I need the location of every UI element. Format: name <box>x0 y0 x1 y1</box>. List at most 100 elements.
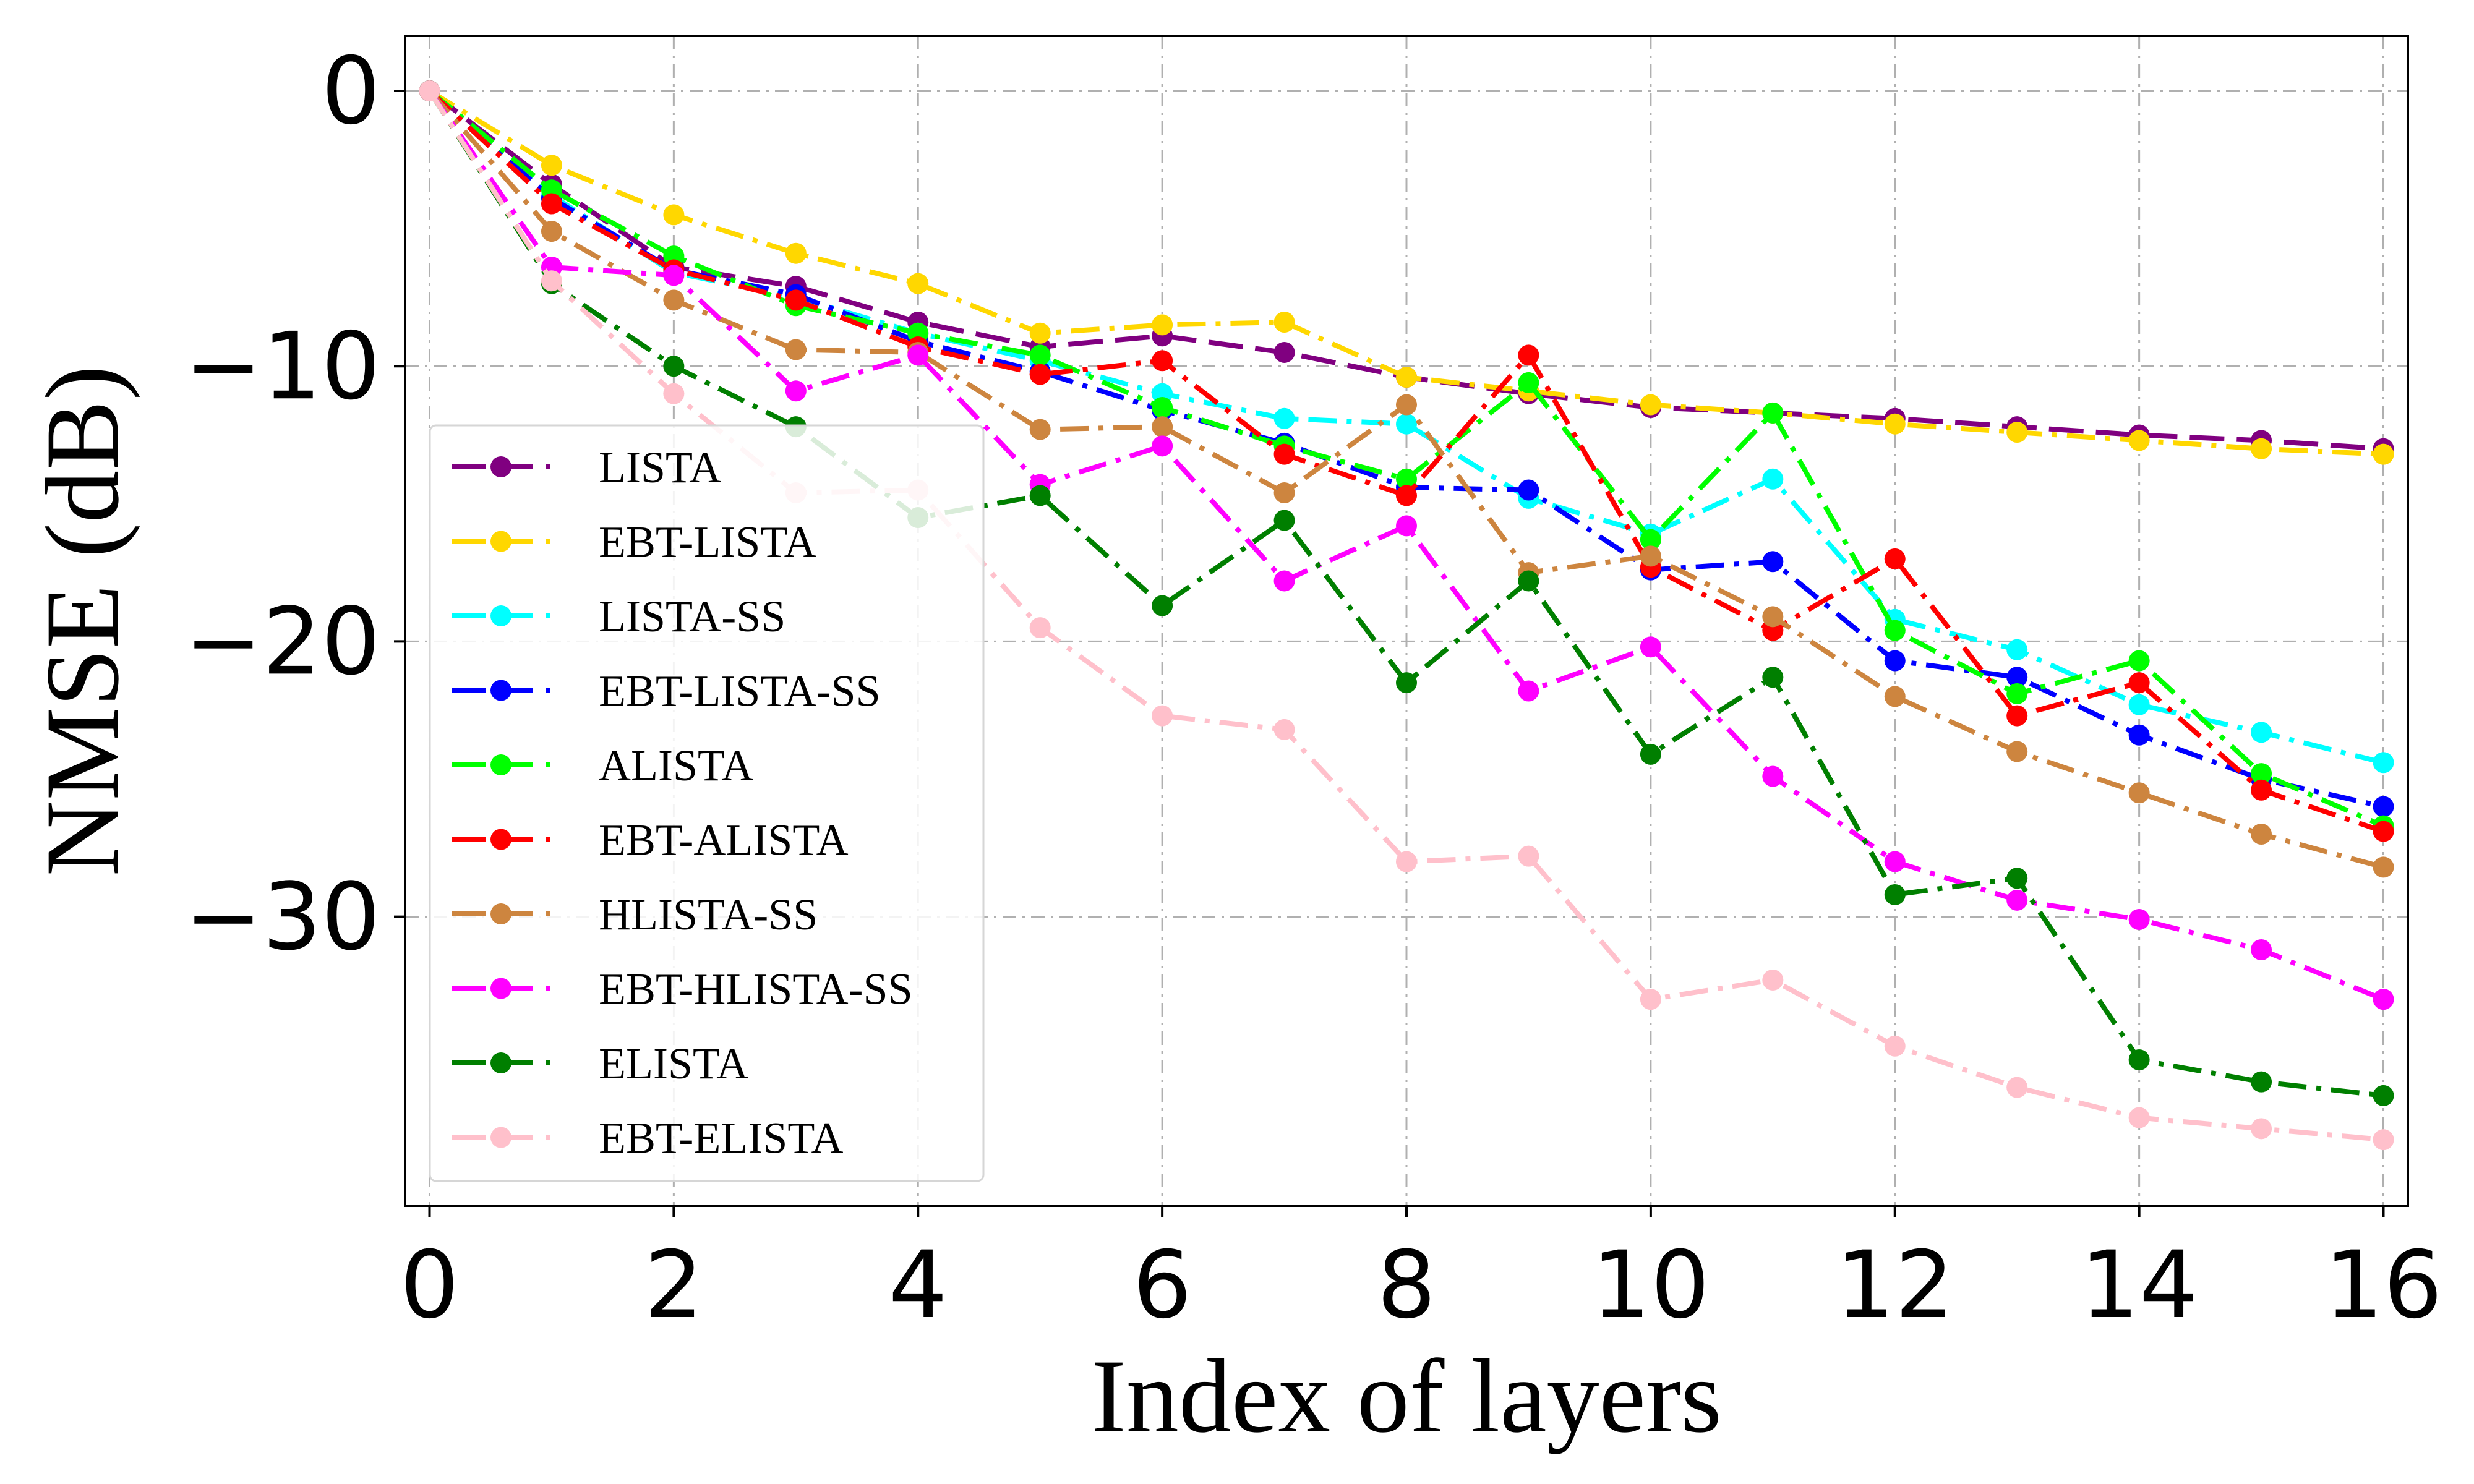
data-point <box>1396 468 1417 490</box>
data-point <box>1640 989 1661 1010</box>
data-point <box>1029 322 1051 344</box>
data-point <box>2006 705 2028 727</box>
data-point <box>1152 396 1173 418</box>
data-point <box>1152 595 1173 616</box>
data-point <box>785 289 807 311</box>
data-point <box>663 356 685 377</box>
legend-marker <box>490 754 511 775</box>
legend-marker <box>490 531 511 552</box>
series-lines <box>419 80 2394 1151</box>
legend-item: EBT-LISTA-SS <box>452 667 881 716</box>
legend-marker <box>490 829 511 850</box>
data-point <box>2128 694 2150 715</box>
legend-marker <box>490 456 511 477</box>
legend-label: EBT-LISTA <box>599 518 816 567</box>
data-point <box>1762 551 1784 573</box>
x-tick-label: 4 <box>889 1232 948 1339</box>
data-point <box>1640 529 1661 550</box>
legend-item: EBT-ELISTA <box>452 1114 844 1163</box>
data-point <box>2251 722 2272 743</box>
data-point <box>2128 1049 2150 1071</box>
data-point <box>1273 510 1295 531</box>
data-point <box>1518 479 1539 501</box>
legend-marker <box>490 1127 511 1148</box>
data-point <box>663 265 685 286</box>
series-hlista-ss <box>419 80 2394 878</box>
x-tick-label: 12 <box>1836 1232 1954 1339</box>
data-point <box>541 155 562 176</box>
legend-label: LISTA-SS <box>599 592 785 641</box>
legend-label: EBT-ALISTA <box>599 816 849 865</box>
data-point <box>1640 394 1661 416</box>
data-point <box>1029 344 1051 366</box>
data-point <box>1884 548 1906 569</box>
legend-item: LISTA <box>452 443 721 492</box>
data-point <box>1273 311 1295 333</box>
data-point <box>1273 341 1295 363</box>
data-point <box>1762 969 1784 991</box>
y-axis-label: NMSE (dB) <box>24 365 140 876</box>
data-point <box>907 273 929 294</box>
data-point <box>1640 545 1661 567</box>
y-tick-label: −30 <box>184 864 380 971</box>
data-point <box>419 80 440 102</box>
legend-label: HLISTA-SS <box>599 890 818 939</box>
y-tick-label: −20 <box>184 588 380 696</box>
data-point <box>1029 617 1051 639</box>
data-point <box>1273 407 1295 429</box>
x-tick-label: 14 <box>2080 1232 2198 1339</box>
legend-label: LISTA <box>599 443 721 492</box>
data-point <box>1273 719 1295 740</box>
data-point <box>2251 1118 2272 1140</box>
data-point <box>1152 314 1173 336</box>
x-tick-label: 16 <box>2324 1232 2442 1339</box>
data-point <box>1762 402 1784 424</box>
legend-item: EBT-LISTA <box>452 518 816 567</box>
legend-box <box>429 424 985 1182</box>
data-point <box>1518 570 1539 592</box>
y-tick-label: −10 <box>184 313 380 420</box>
legend-marker <box>490 903 511 924</box>
data-point <box>2373 752 2394 774</box>
data-point <box>2006 1077 2028 1098</box>
data-point <box>2251 939 2272 960</box>
data-point <box>1029 419 1051 440</box>
legend: LISTA EBT-LISTA LISTA-SS EBT-LISTA-SS ALISTA… <box>429 424 985 1182</box>
data-point <box>1884 1035 1906 1057</box>
data-point <box>2128 724 2150 746</box>
data-point <box>2373 1129 2394 1151</box>
data-point <box>541 270 562 292</box>
legend-item: EBT-ALISTA <box>452 816 849 865</box>
data-point <box>2128 672 2150 694</box>
data-point <box>785 242 807 264</box>
data-point <box>1029 485 1051 506</box>
legend-label: ALISTA <box>599 741 753 790</box>
data-point <box>2251 763 2272 785</box>
legend-label: EBT-ELISTA <box>599 1114 844 1163</box>
legend-marker <box>490 978 511 999</box>
data-point <box>1152 705 1173 727</box>
data-point <box>1273 482 1295 503</box>
data-point <box>1396 367 1417 388</box>
x-tick-label: 10 <box>1591 1232 1710 1339</box>
data-point <box>785 339 807 360</box>
legend-label: EBT-LISTA-SS <box>599 667 881 716</box>
data-point <box>2373 989 2394 1010</box>
data-point <box>2006 889 2028 911</box>
data-point <box>2128 650 2150 672</box>
data-point <box>1884 413 1906 435</box>
series-line <box>427 89 2384 834</box>
x-tick-label: 2 <box>644 1232 703 1339</box>
y-tick-label: 0 <box>322 38 380 145</box>
data-point <box>541 221 562 242</box>
data-point <box>1762 468 1784 490</box>
data-point <box>1884 884 1906 905</box>
legend-marker <box>490 680 511 701</box>
legend-item: ELISTA <box>452 1039 748 1088</box>
data-point <box>1029 364 1051 385</box>
data-point <box>1396 851 1417 872</box>
data-point <box>1273 443 1295 465</box>
data-point <box>2251 779 2272 801</box>
data-point <box>663 289 685 311</box>
